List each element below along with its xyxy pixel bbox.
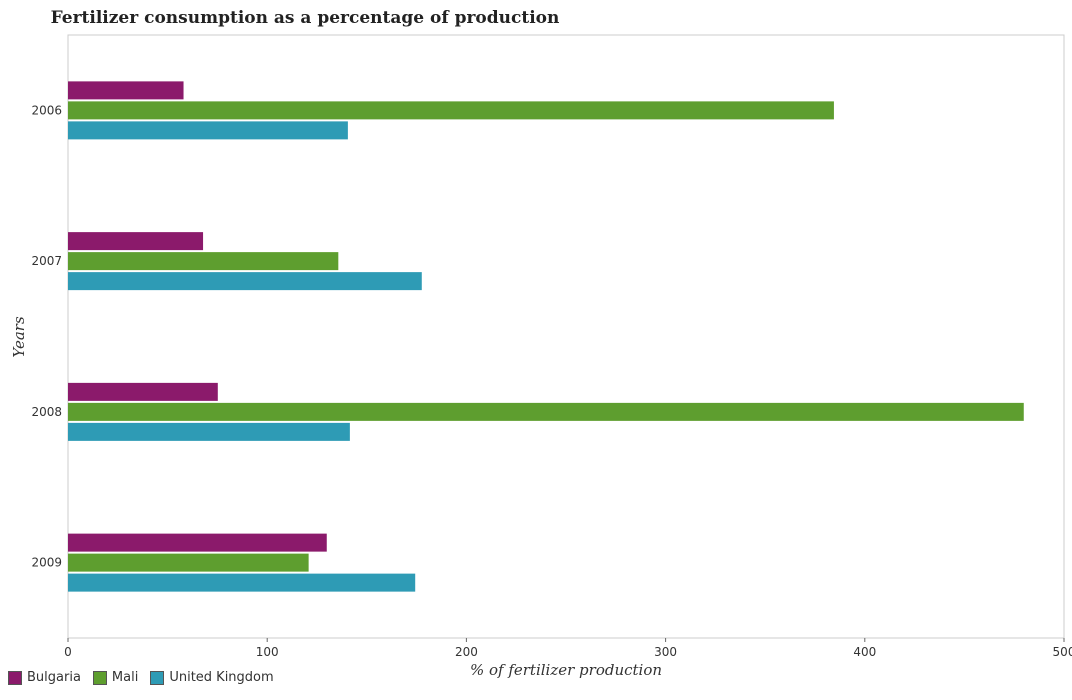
legend-item-mali: Mali bbox=[92, 670, 139, 685]
y-tick-label: 2008 bbox=[31, 405, 62, 419]
legend-label: United Kingdom bbox=[169, 670, 274, 685]
x-tick-label: 400 bbox=[853, 645, 876, 659]
y-axis-title: Years bbox=[10, 316, 28, 358]
legend: Bulgaria Mali United Kingdom bbox=[8, 670, 286, 685]
x-tick-label: 200 bbox=[455, 645, 478, 659]
x-tick-label: 500 bbox=[1053, 645, 1072, 659]
legend-item-united-kingdom: United Kingdom bbox=[150, 670, 274, 685]
x-tick-label: 0 bbox=[64, 645, 72, 659]
legend-item-bulgaria: Bulgaria bbox=[8, 670, 81, 685]
bar-bulgaria-2006 bbox=[68, 81, 184, 100]
y-tick-label: 2006 bbox=[31, 103, 62, 117]
chart-title: Fertilizer consumption as a percentage o… bbox=[50, 8, 560, 28]
y-tick-label: 2007 bbox=[31, 254, 62, 268]
bar-united-kingdom-2007 bbox=[68, 272, 422, 291]
bar-mali-2008 bbox=[68, 402, 1024, 421]
legend-swatch bbox=[150, 670, 165, 685]
bar-united-kingdom-2008 bbox=[68, 422, 350, 441]
bar-bulgaria-2009 bbox=[68, 533, 327, 552]
legend-label: Bulgaria bbox=[27, 670, 81, 685]
bar-bulgaria-2007 bbox=[68, 232, 204, 251]
x-axis-title: % of fertilizer production bbox=[470, 661, 662, 679]
legend-swatch bbox=[92, 670, 107, 685]
bar-united-kingdom-2009 bbox=[68, 573, 416, 592]
y-tick-label: 2009 bbox=[31, 556, 62, 570]
bar-mali-2009 bbox=[68, 553, 309, 572]
bar-bulgaria-2008 bbox=[68, 382, 218, 401]
bar-mali-2007 bbox=[68, 252, 339, 271]
bar-united-kingdom-2006 bbox=[68, 121, 348, 140]
bar-mali-2006 bbox=[68, 101, 834, 120]
x-tick-label: 100 bbox=[256, 645, 279, 659]
x-tick-label: 300 bbox=[654, 645, 677, 659]
legend-swatch bbox=[8, 670, 22, 685]
legend-label: Mali bbox=[111, 670, 139, 685]
